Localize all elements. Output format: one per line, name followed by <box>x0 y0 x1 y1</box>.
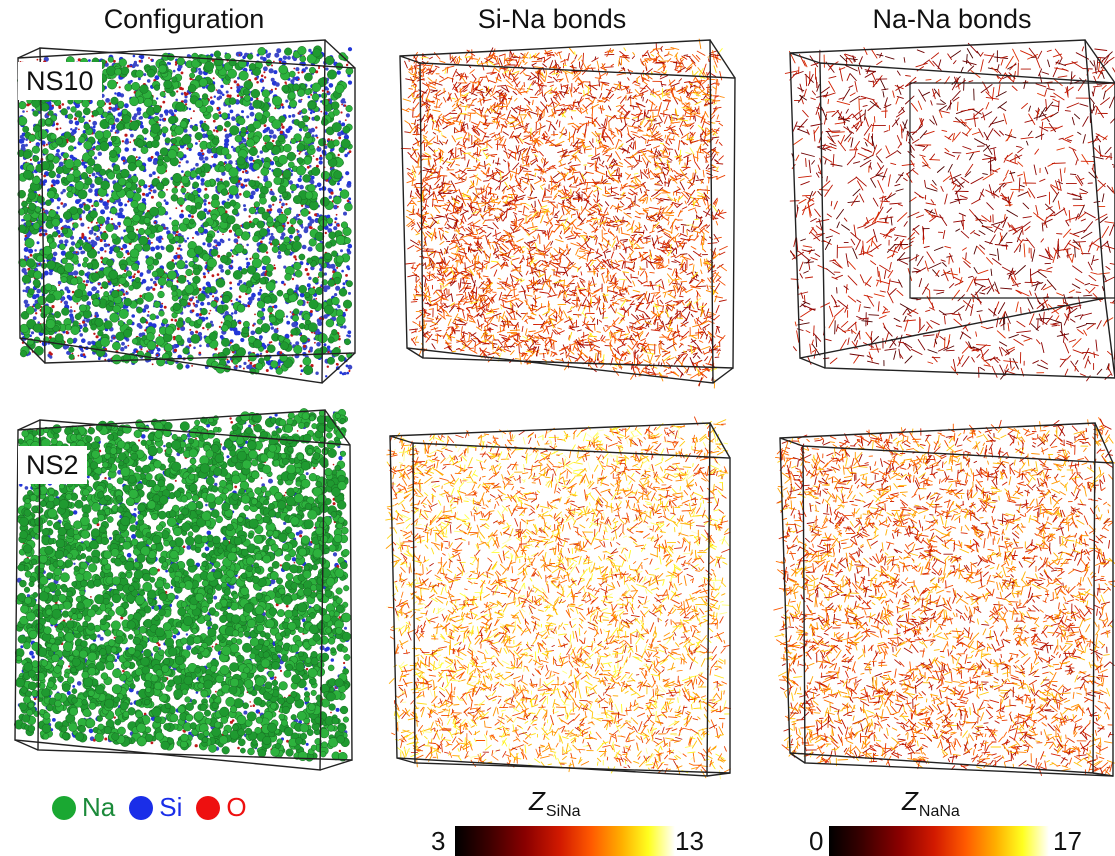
panel-ns2-si-na-bonds <box>385 418 740 783</box>
legend-label-na: Na <box>82 792 115 823</box>
row-label-ns2: NS2 <box>18 446 87 484</box>
bond-cube-ns2-si-na <box>385 418 740 783</box>
colorbar-min-na-na: 0 <box>809 826 823 856</box>
colorbar-max-na-na: 17 <box>1053 826 1082 856</box>
bond-cube-ns2-na-na <box>775 418 1115 783</box>
colorbar-label-na-na: ZNaNa <box>902 786 960 821</box>
row-label-ns10: NS10 <box>18 62 102 100</box>
bond-cube-ns10-si-na <box>395 38 745 388</box>
na-dot-icon <box>52 796 76 820</box>
legend-label-si: Si <box>159 792 182 823</box>
column-title-configuration: Configuration <box>4 4 364 35</box>
panel-ns10-na-na-bonds <box>785 38 1115 388</box>
colorbar-si-na: ZSiNa 3 13 <box>425 786 715 856</box>
colorbar-min-si-na: 3 <box>431 826 445 856</box>
colorbar-max-si-na: 13 <box>675 826 704 856</box>
colorbar-gradient-si-na <box>455 826 675 856</box>
column-title-na-na-bonds: Na-Na bonds <box>772 4 1115 35</box>
atom-legend: Na Si O <box>52 792 261 823</box>
column-title-si-na-bonds: Si-Na bonds <box>372 4 732 35</box>
si-dot-icon <box>129 796 153 820</box>
legend-item-si: Si <box>129 792 182 823</box>
legend-item-o: O <box>196 792 246 823</box>
legend-label-o: O <box>226 792 246 823</box>
colorbar-label-si-na: ZSiNa <box>529 786 581 821</box>
colorbar-na-na: ZNaNa 0 17 <box>805 786 1105 856</box>
o-dot-icon <box>196 796 220 820</box>
bond-cube-ns10-na-na <box>785 38 1115 388</box>
panel-ns10-si-na-bonds <box>395 38 745 388</box>
colorbar-gradient-na-na <box>829 826 1049 856</box>
panel-ns2-na-na-bonds <box>775 418 1115 783</box>
legend-item-na: Na <box>52 792 115 823</box>
